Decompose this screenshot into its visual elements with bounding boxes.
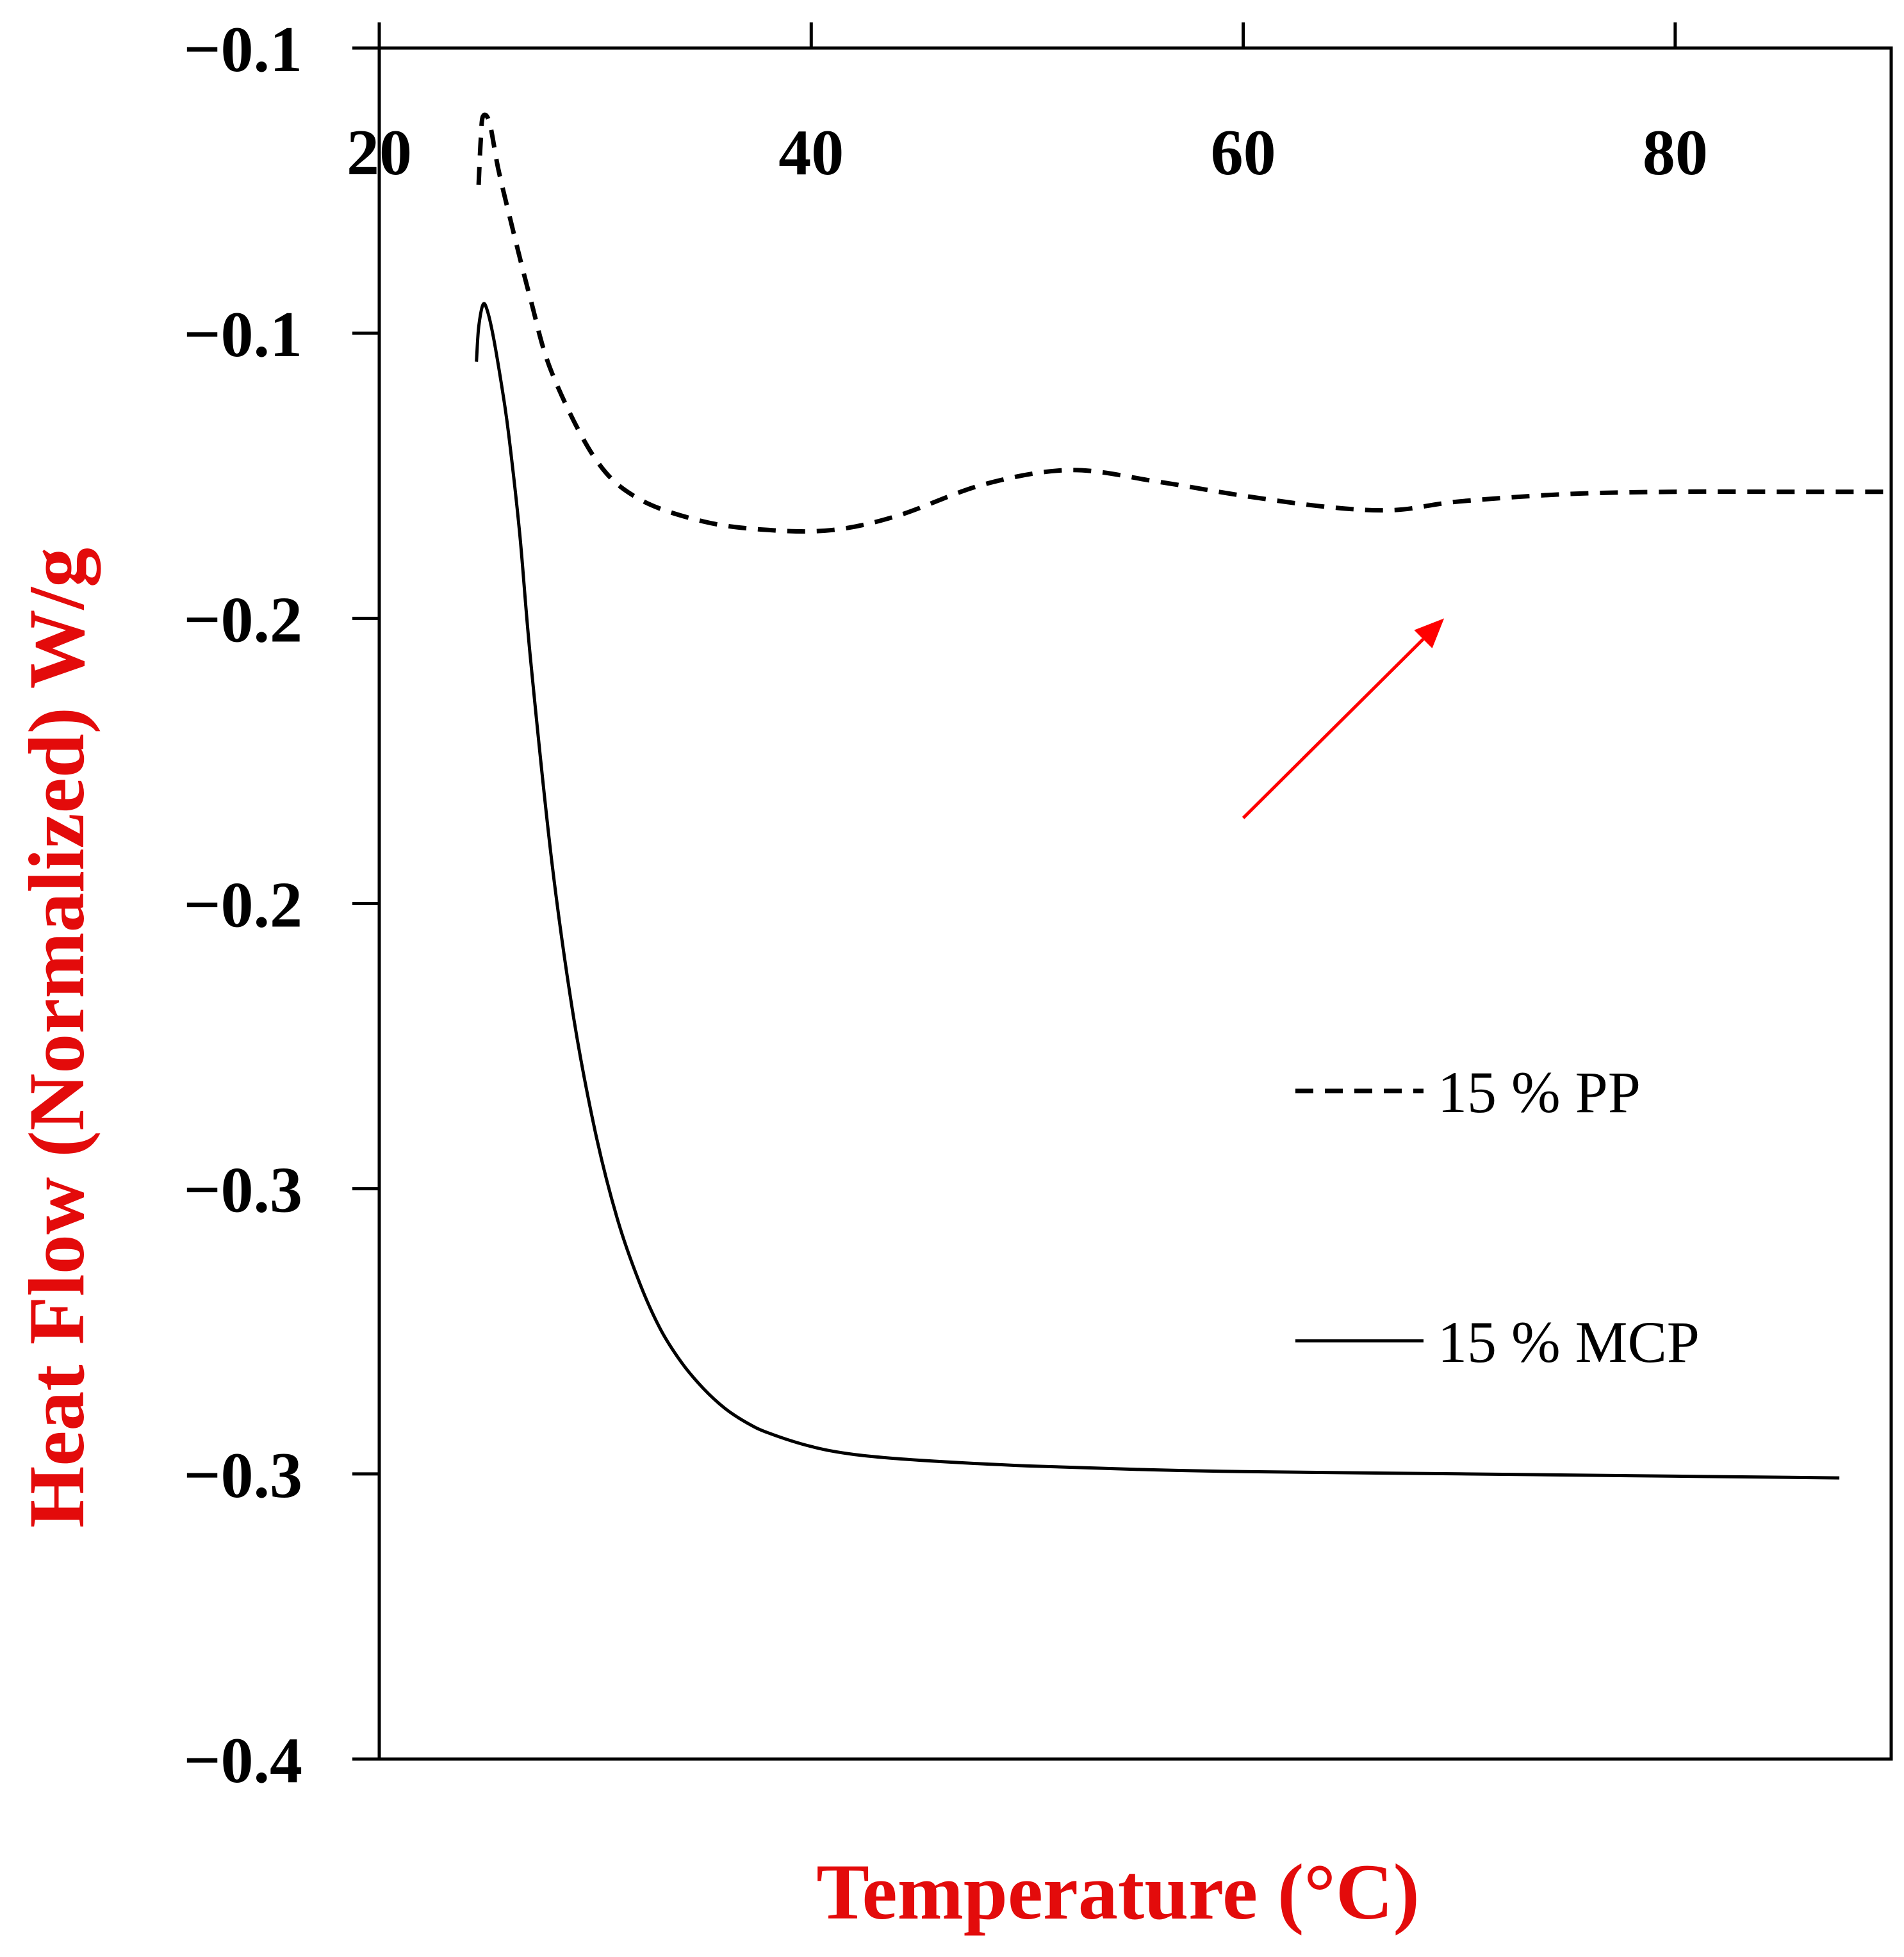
y-tick-label: −0.1 — [183, 13, 302, 86]
y-tick-label: −0.2 — [183, 869, 302, 942]
x-tick-label: 40 — [778, 117, 844, 189]
x-axis: 20 40 60 80 — [347, 22, 1708, 189]
annotation-layer — [1242, 618, 1445, 819]
legend-label-mcp: 15 % MCP — [1438, 1309, 1700, 1375]
y-tick-label: −0.2 — [183, 584, 302, 656]
series-line-mcp — [475, 302, 1840, 1480]
y-tick-label: −0.1 — [183, 299, 302, 371]
y-tick-label: −0.3 — [183, 1439, 302, 1512]
y-axis: −0.1 −0.1 −0.2 −0.2 −0.3 −0.3 −0.4 — [183, 13, 379, 1797]
series-layer — [475, 112, 1891, 1480]
x-tick-label: 60 — [1211, 117, 1276, 189]
x-axis-title: Temperature (°C) — [816, 1848, 1420, 1936]
x-tick-label: 80 — [1643, 117, 1708, 189]
arrow-annotation-line — [1242, 637, 1425, 819]
y-axis-title: Heat Flow (Normalized) W/g — [13, 548, 101, 1528]
y-tick-label: −0.3 — [183, 1154, 302, 1227]
y-tick-label: −0.4 — [183, 1724, 302, 1797]
arrow-annotation-head — [1414, 618, 1445, 648]
x-tick-label: 20 — [347, 117, 412, 189]
legend: 15 % PP 15 % MCP — [1295, 1060, 1700, 1375]
legend-label-pp: 15 % PP — [1438, 1060, 1641, 1125]
